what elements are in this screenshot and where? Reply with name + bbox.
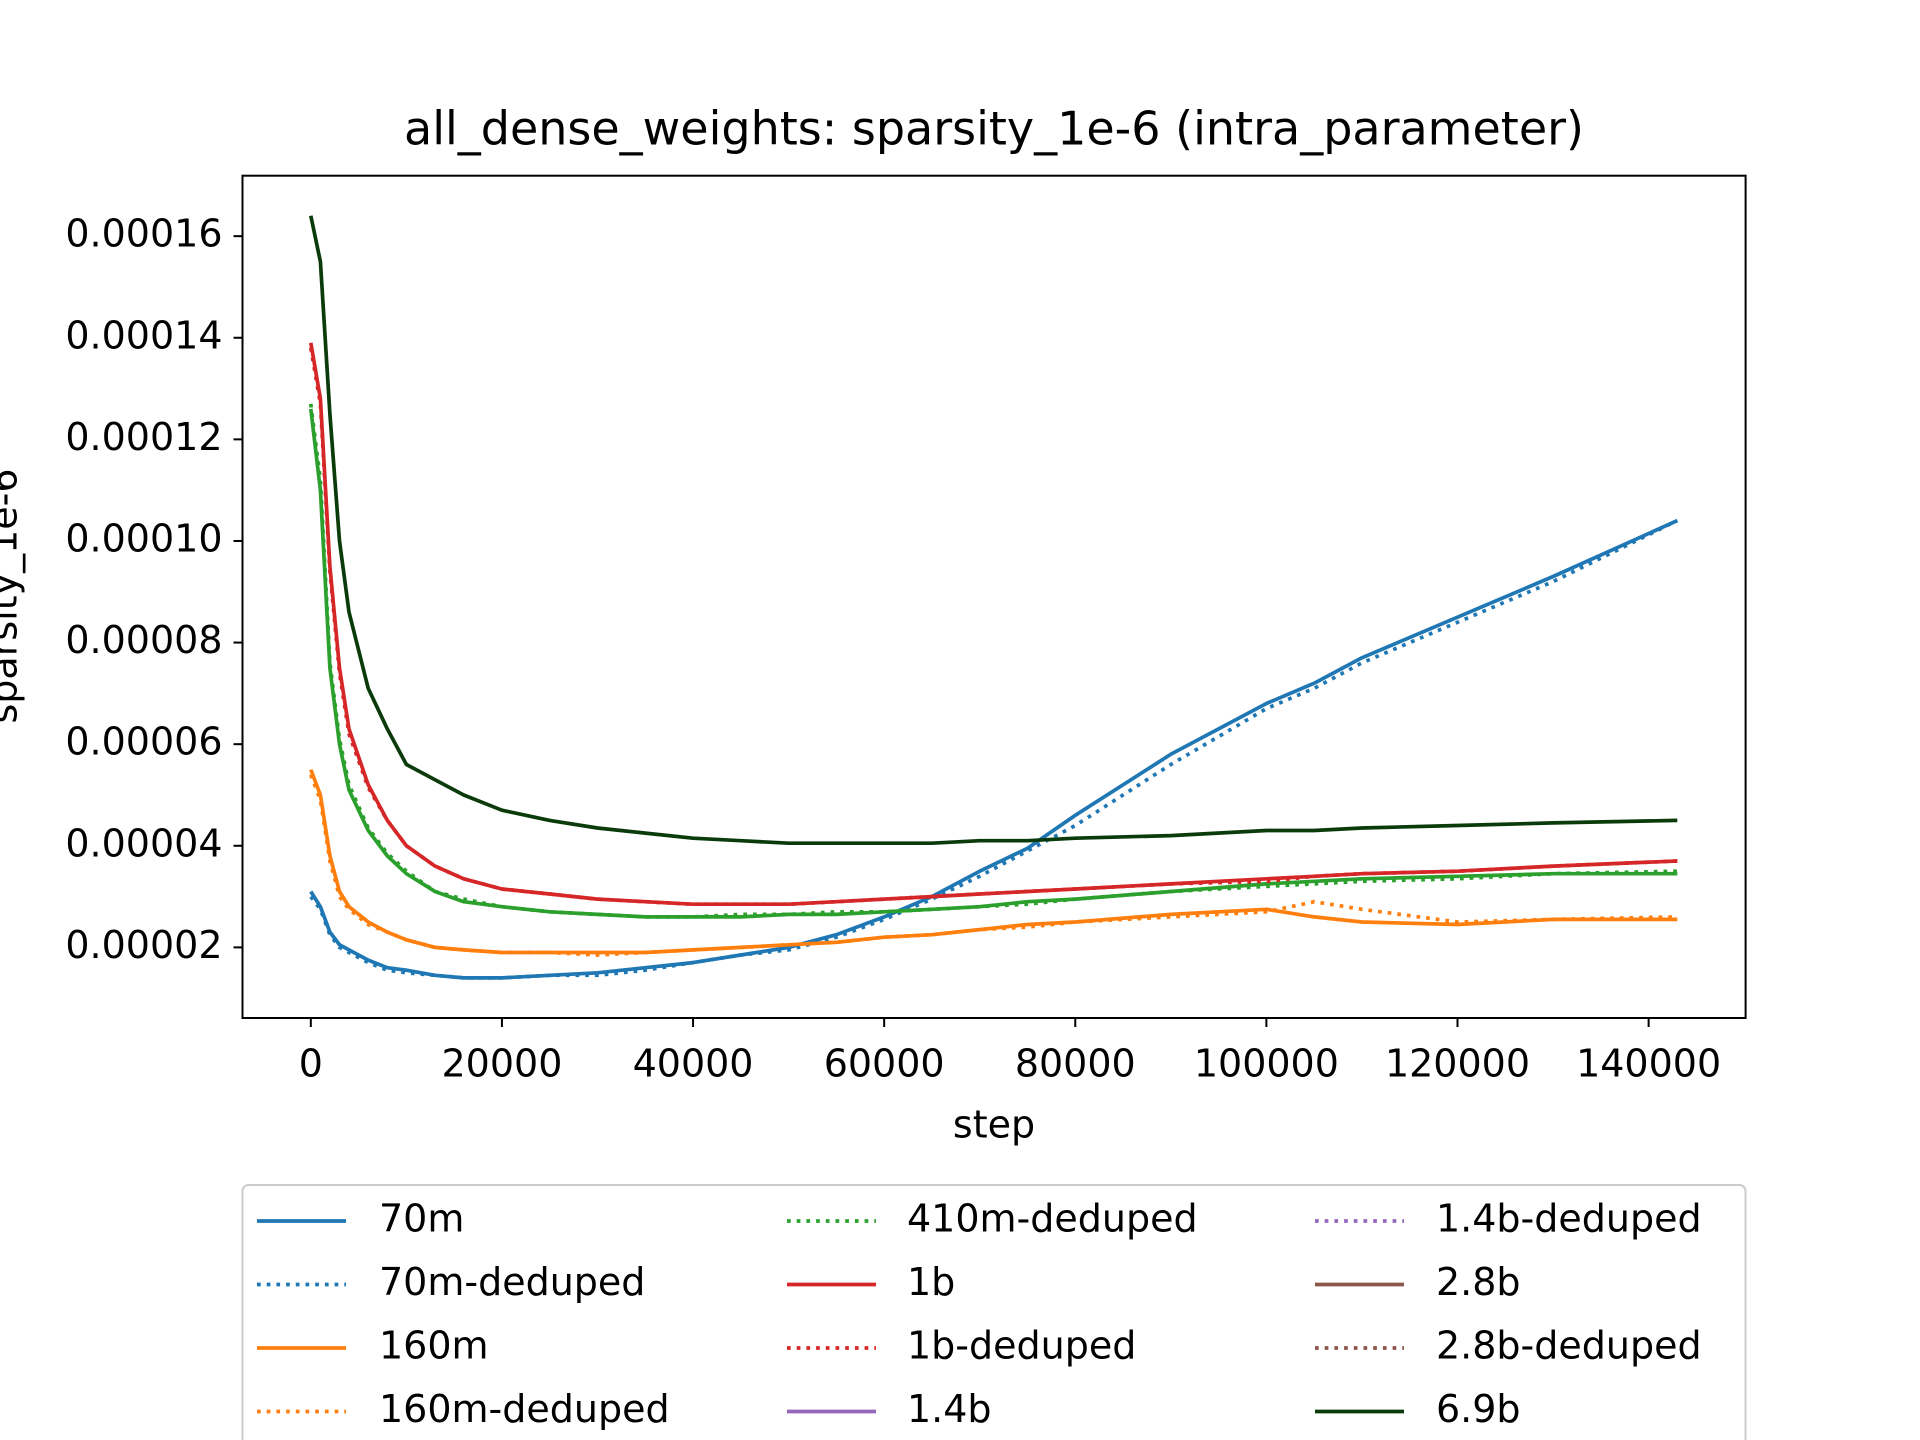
legend-label: 1b-deduped [907, 1324, 1136, 1368]
y-tick-label: 0.00002 [65, 923, 222, 967]
legend-label: 2.8b [1436, 1260, 1521, 1304]
y-tick-label: 0.00010 [65, 516, 222, 560]
y-tick-label: 0.00008 [65, 618, 222, 662]
x-tick-label: 20000 [441, 1042, 562, 1086]
legend-label: 1.4b [907, 1387, 992, 1431]
line-series [309, 774, 1678, 957]
legend-label: 70m-deduped [379, 1260, 645, 1304]
x-tick-label: 100000 [1194, 1042, 1339, 1086]
legend-label: 160m-deduped [379, 1387, 670, 1431]
line-series [309, 518, 1679, 980]
x-tick-label: 120000 [1385, 1042, 1530, 1086]
x-tick-label: 60000 [824, 1042, 945, 1086]
line-series [308, 347, 1678, 907]
legend-label: 410m-deduped [907, 1197, 1198, 1241]
x-tick-label: 0 [299, 1042, 323, 1086]
y-tick-label: 0.00014 [65, 313, 222, 357]
legend-label: 70m [379, 1197, 464, 1241]
legend-frame [241, 1184, 1747, 1440]
legend-label: 2.8b-deduped [1436, 1324, 1702, 1368]
line-series [309, 768, 1678, 955]
y-tick-label: 0.00016 [65, 212, 222, 256]
line-series [308, 342, 1678, 907]
legend-label: 160m [379, 1324, 489, 1368]
x-tick-label: 40000 [633, 1042, 754, 1086]
plot-frame [241, 174, 1747, 1019]
legend-label: 1b [907, 1260, 955, 1304]
legend-label: 6.9b [1436, 1387, 1521, 1431]
x-tick-label: 140000 [1576, 1042, 1721, 1086]
y-tick-label: 0.00004 [65, 821, 222, 865]
y-tick-label: 0.00006 [65, 720, 222, 764]
x-axis-label: step [953, 1103, 1035, 1147]
y-tick-label: 0.00012 [65, 415, 222, 459]
chart-title: all_dense_weights: sparsity_1e-6 (intra_… [404, 102, 1584, 156]
line-series [308, 215, 1678, 846]
line-series [309, 518, 1679, 980]
legend-label: 1.4b-deduped [1436, 1197, 1702, 1241]
x-tick-label: 80000 [1015, 1042, 1136, 1086]
line-series [308, 403, 1678, 919]
y-axis-label: sparsity_1e-6 [0, 468, 26, 723]
